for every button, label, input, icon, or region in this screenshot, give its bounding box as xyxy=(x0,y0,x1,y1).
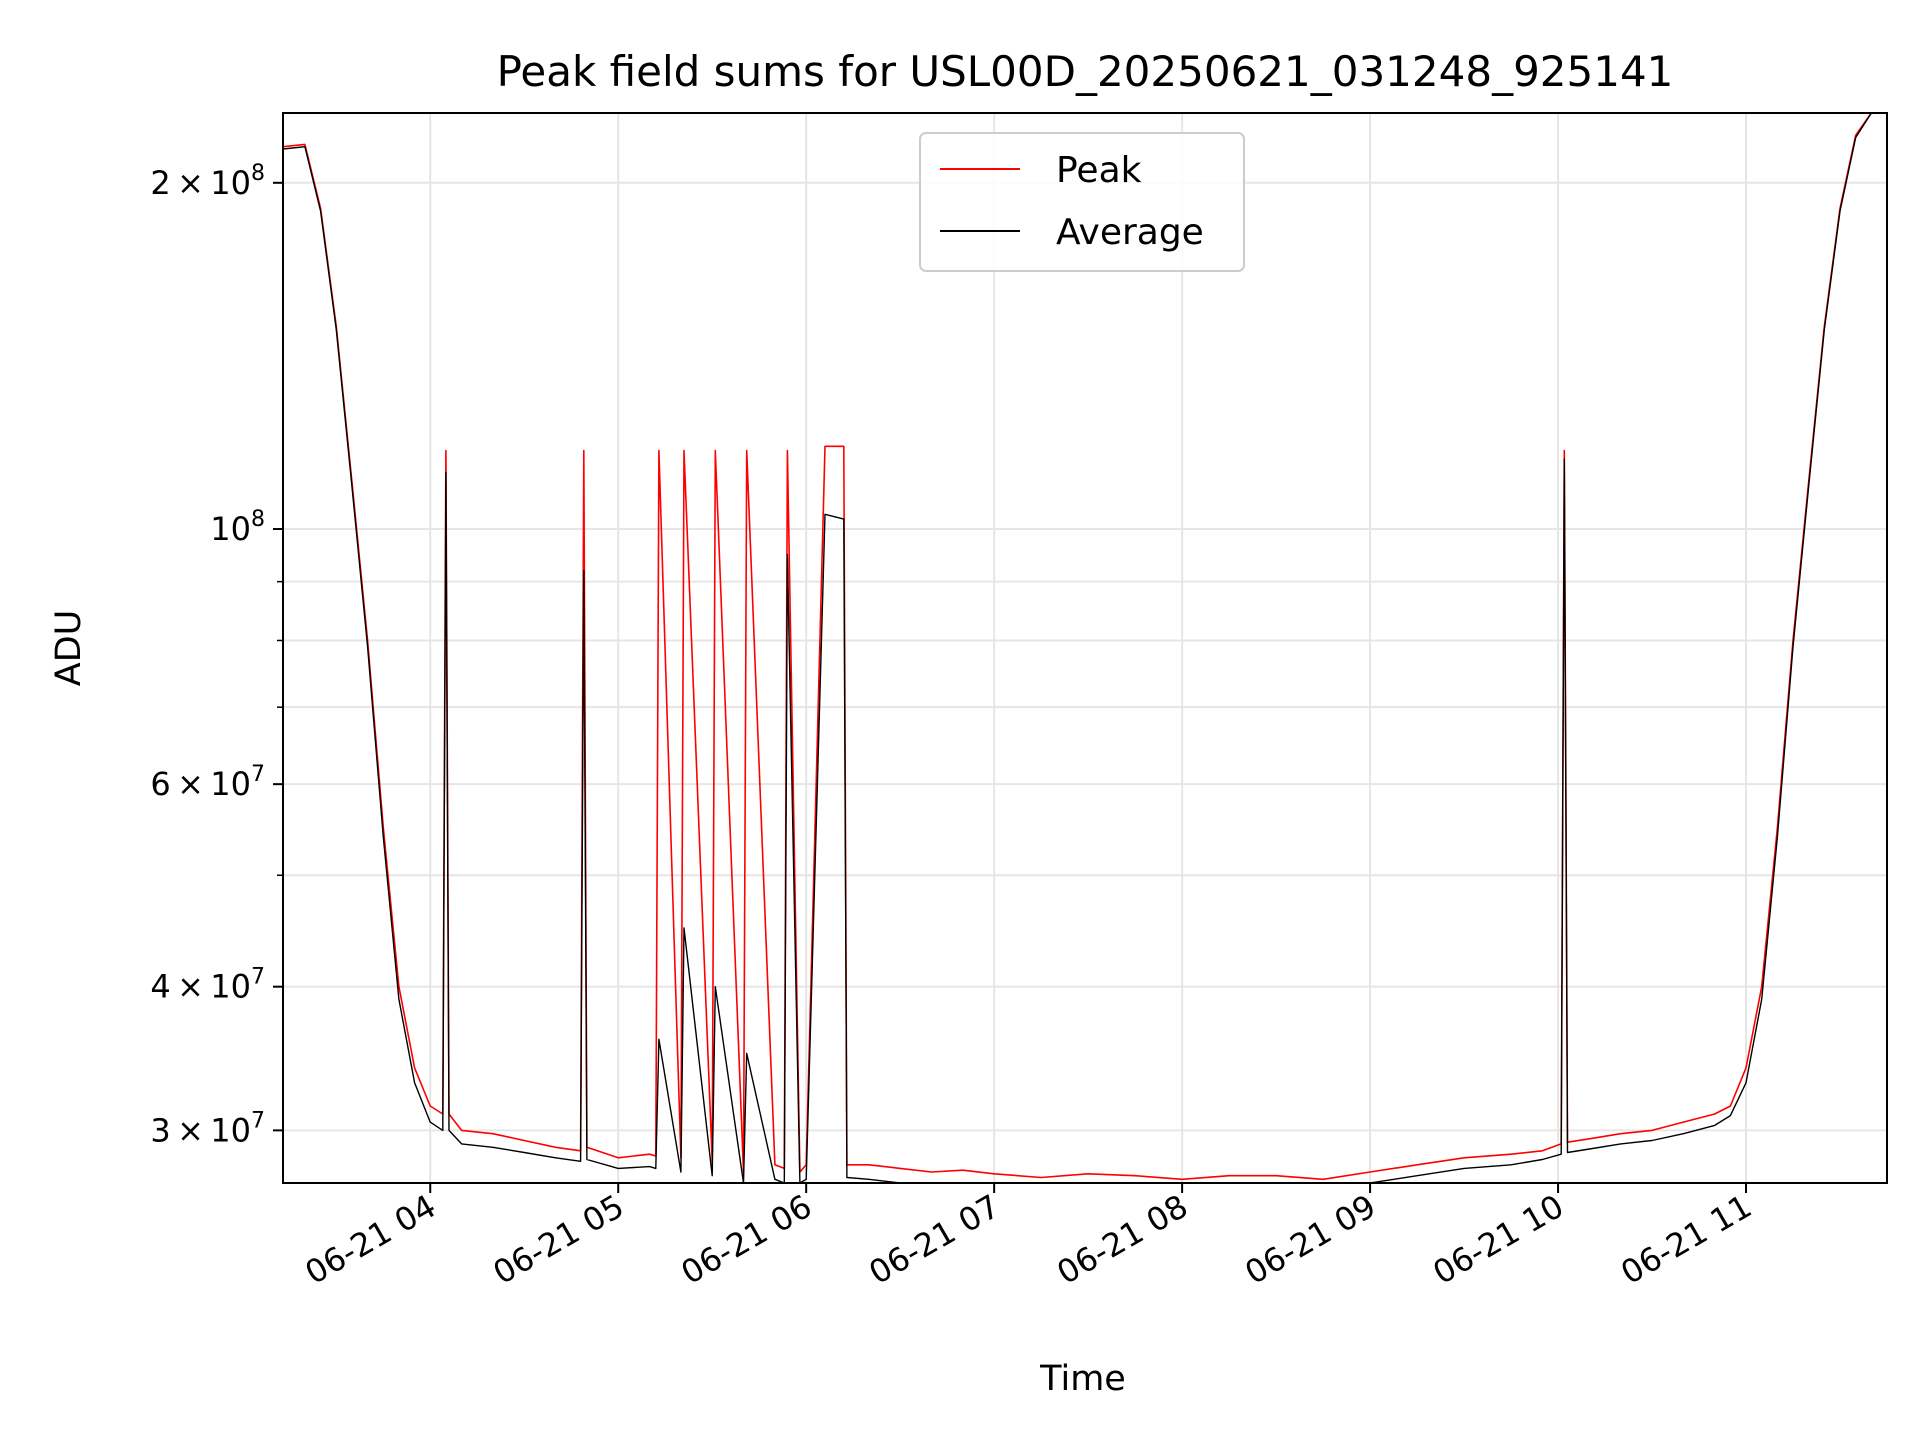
series-layer xyxy=(283,113,1887,1183)
y-tick-exponent: 7 xyxy=(251,1108,265,1133)
legend: Peak Average xyxy=(919,132,1245,272)
chart-title: Peak field sums for USL00D_20250621_0312… xyxy=(497,47,1674,96)
y-tick-exponent: 8 xyxy=(251,507,265,532)
x-axis-label: Time xyxy=(1039,1359,1126,1399)
y-tick-label: 6 × 107 xyxy=(150,762,265,803)
legend-label-peak: Peak xyxy=(1056,150,1142,191)
y-tick-label: 2 × 108 xyxy=(150,161,265,202)
grid xyxy=(283,113,1887,1183)
y-tick-label: 4 × 107 xyxy=(150,965,265,1006)
y-tick-exponent: 7 xyxy=(251,965,265,990)
y-axis-label: ADU xyxy=(49,610,89,687)
plot-frame xyxy=(282,112,1888,1184)
legend-label-average: Average xyxy=(1056,212,1204,253)
y-tick-label: 3 × 107 xyxy=(150,1108,265,1149)
series-line-average xyxy=(283,113,1887,1183)
y-tick-exponent: 8 xyxy=(251,161,265,186)
y-tick-exponent: 7 xyxy=(251,762,265,787)
legend-box xyxy=(919,132,1245,272)
